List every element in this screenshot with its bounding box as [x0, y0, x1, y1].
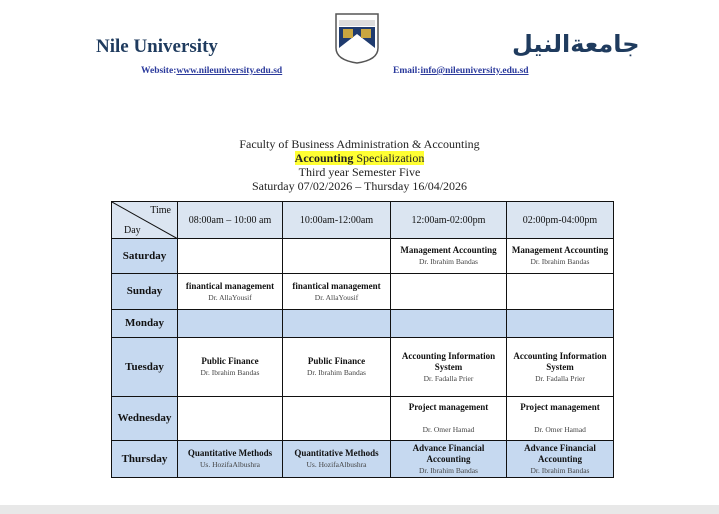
instructor-name: Dr. Ibrahim Bandas — [200, 368, 260, 377]
instructor-name: Dr. Ibrahim Bandas — [419, 257, 478, 266]
spec-rest: Specialization — [353, 151, 425, 165]
table-row: Monday — [111, 309, 614, 338]
course-name: Project management — [520, 402, 600, 412]
instructor-name: Dr. AllaYousif — [314, 292, 359, 302]
course-name: Advance Financial Accounting — [412, 442, 485, 464]
schedule-cell: Management Accounting Dr. Ibrahim Bandas — [390, 238, 507, 274]
course-name: Project management — [408, 402, 489, 412]
corner-time: Time — [150, 205, 171, 216]
email-label: Email: — [393, 66, 421, 76]
email-link[interactable]: info@nileuniversity.edu.sd — [420, 66, 529, 76]
diagonal-line — [112, 202, 178, 239]
instructor-name: Dr. Omer Hamad — [534, 425, 586, 434]
schedule-cell — [177, 309, 283, 338]
course-name: Quantitative Methods — [294, 448, 379, 458]
instructor-name: Us. HozifaAlbushra — [200, 460, 260, 469]
slot-header: 02:00pm-04:00pm — [506, 201, 614, 239]
email-line: Email:info@nileuniversity.edu.sd — [393, 66, 529, 76]
schedule-cell — [390, 309, 507, 338]
schedule-cell — [282, 238, 391, 274]
schedule-cell: Public Finance Dr. Ibrahim Bandas — [177, 337, 283, 397]
instructor-name: Dr. Ibrahim Bandas — [419, 465, 478, 475]
day-cell: Sunday — [111, 273, 178, 310]
instructor-name: Dr. Ibrahim Bandas — [530, 465, 590, 475]
schedule-cell: Project management Dr. Omer Hamad — [390, 396, 507, 441]
table-row: Sunday finantical management Dr. AllaYousi… — [111, 273, 614, 310]
schedule-cell — [282, 396, 391, 441]
course-name: Advance Financial Accounting — [524, 442, 596, 464]
instructor-name: Dr. Ibrahim Bandas — [307, 368, 366, 377]
schedule-cell: finantical management Dr. AllaYousif — [282, 273, 391, 310]
schedule-cell: Accounting Information System Dr. Fadalla… — [506, 337, 614, 397]
schedule-cell: Advance Financial Accounting Dr. Ibrahim … — [506, 440, 614, 478]
course-name: Quantitative Methods — [187, 448, 273, 458]
course-name: Public Finance — [201, 356, 259, 366]
schedule-cell: Public Finance Dr. Ibrahim Bandas — [282, 337, 391, 397]
instructor-name: Dr. Fadalla Prier — [423, 373, 474, 383]
schedule-cell — [282, 309, 391, 338]
instructor-name: Us. HozifaAlbushra — [306, 460, 367, 469]
website-link[interactable]: www.nileuniversity.edu.sd — [176, 66, 283, 76]
table-row: Thursday Quantitative Methods Us. HozifaAl… — [111, 440, 614, 478]
faculty-title: Faculty of Business Administration & Acc… — [239, 137, 480, 151]
course-name: Accounting Information System — [401, 350, 496, 372]
day-cell: Tuesday — [111, 337, 178, 397]
table-row: Tuesday Public Finance Dr. Ibrahim Bandas P… — [111, 337, 614, 397]
schedule-cell — [177, 396, 283, 441]
website-label: Website: — [141, 66, 177, 76]
schedule-cell — [177, 238, 283, 274]
slot-header: 08:00am – 10:00 am — [177, 201, 283, 239]
instructor-name: Dr. Ibrahim Bandas — [530, 257, 590, 266]
day-cell: Saturday — [111, 238, 178, 274]
schedule-cell: Quantitative Methods Us. HozifaAlbushra — [282, 440, 391, 478]
course-name: Public Finance — [307, 356, 366, 366]
corner-day: Day — [124, 225, 141, 236]
specialization-title: Accounting Specialization — [0, 151, 719, 165]
schedule-cell — [390, 273, 507, 310]
table-row: Wednesday Project management Dr. Omer Hama… — [111, 396, 614, 441]
schedule-cell — [506, 273, 614, 310]
course-name: finantical management — [292, 280, 381, 291]
university-name-en: Nile University — [96, 36, 218, 57]
schedule-cell: Project management Dr. Omer Hamad — [506, 396, 614, 441]
schedule-cell: Accounting Information System Dr. Fadalla… — [390, 337, 507, 397]
instructor-name: Dr. Omer Hamad — [422, 425, 475, 434]
header-row: Time Day 08:00am – 10:00 am 10:00am-12:0… — [111, 201, 614, 239]
instructor-name: Dr. AllaYousif — [208, 292, 252, 302]
instructor-name: Dr. Fadalla Prier — [535, 373, 585, 383]
course-name: Management Accounting — [511, 245, 609, 255]
slot-header: 10:00am-12:00am — [282, 201, 391, 239]
page-bottom-band — [0, 505, 719, 514]
table-row: Saturday Management Accounting Dr. Ibrahim… — [111, 238, 614, 274]
course-name: finantical management — [185, 280, 275, 291]
spec-bold: Accounting — [294, 151, 354, 165]
corner-cell: Time Day — [111, 201, 178, 239]
schedule-cell: finantical management Dr. AllaYousif — [177, 273, 283, 310]
day-cell: Thursday — [111, 440, 178, 478]
schedule-cell — [506, 309, 614, 338]
course-name: Accounting Information System — [513, 350, 607, 372]
course-name: Management Accounting — [400, 245, 497, 255]
university-name-ar: جامعةالنيل — [512, 30, 640, 58]
day-cell: Monday — [111, 309, 178, 338]
day-cell: Wednesday — [111, 396, 178, 441]
schedule-cell: Management Accounting Dr. Ibrahim Bandas — [506, 238, 614, 274]
website-line: Website:www.nileuniversity.edu.sd — [141, 66, 282, 76]
slot-header: 12:00am-02:00pm — [390, 201, 507, 239]
university-logo — [335, 13, 379, 64]
year-title: Third year Semester Five — [298, 165, 421, 179]
schedule-cell: Advance Financial Accounting Dr. Ibrahim … — [390, 440, 507, 478]
dates-title: Saturday 07/02/2026 – Thursday 16/04/202… — [251, 179, 468, 193]
schedule-table: Time Day 08:00am – 10:00 am 10:00am-12:0… — [111, 201, 614, 478]
schedule-cell: Quantitative Methods Us. HozifaAlbushra — [177, 440, 283, 478]
